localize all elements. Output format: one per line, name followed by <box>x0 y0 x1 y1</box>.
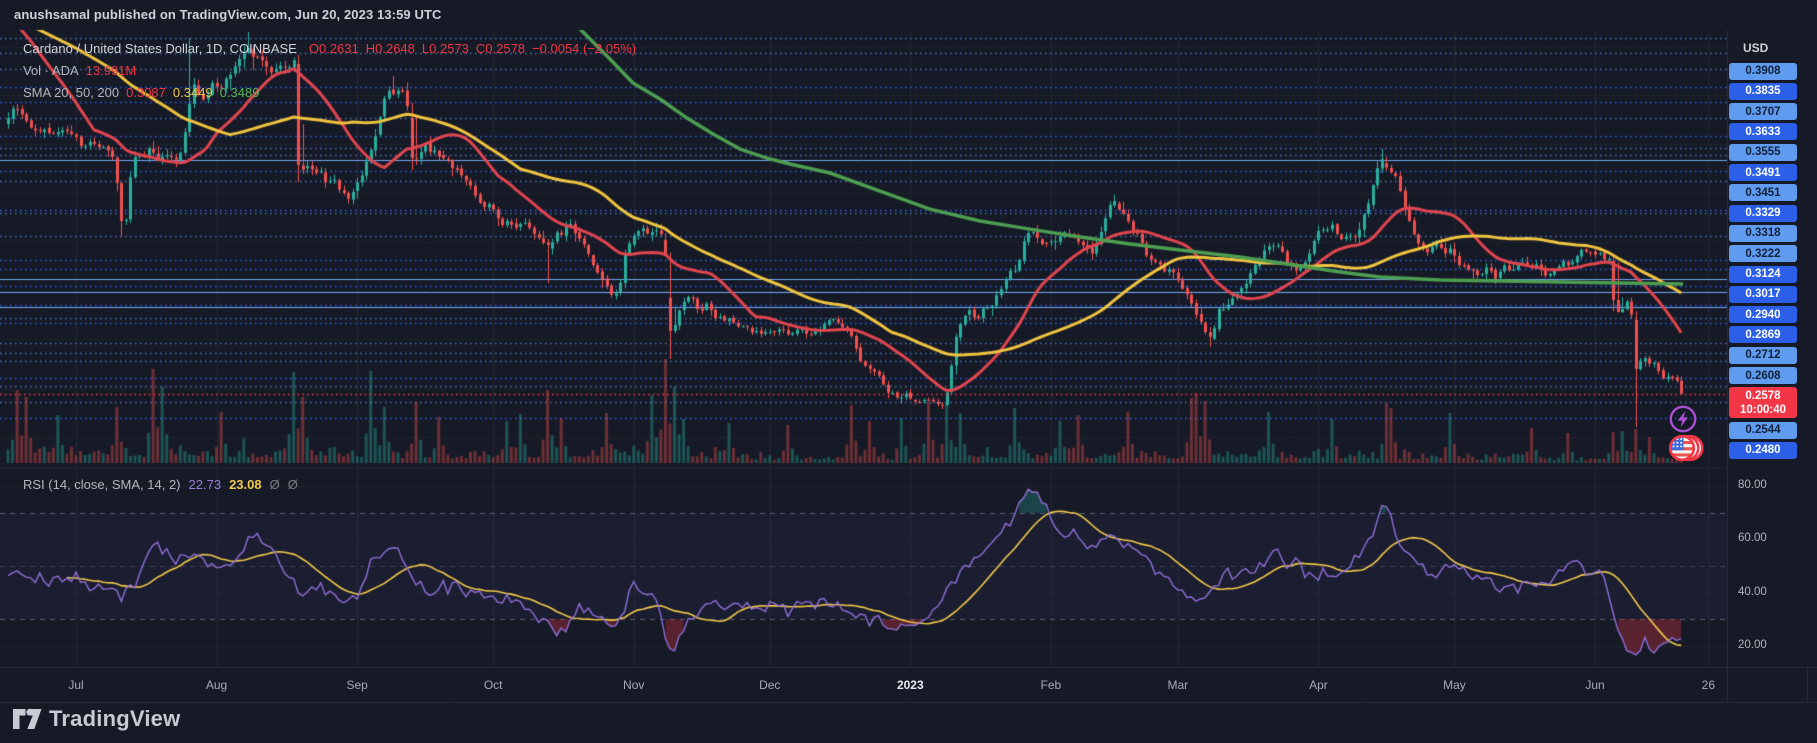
time-tick-Sep[interactable]: Sep <box>346 678 368 692</box>
price-label-0.3017[interactable]: 0.3017 <box>1729 285 1797 303</box>
rsi-tick-80: 80.00 <box>1738 478 1767 491</box>
time-tick-26[interactable]: 26 <box>1701 678 1716 692</box>
price-axis[interactable]: USD 0.3908 0.3835 0.3707 0.3633 0.3555 0.3491… <box>1727 0 1817 743</box>
legend-row-volume: Vol · ADA 13.991M <box>23 63 143 78</box>
rsi-tick-40: 40.00 <box>1738 585 1767 598</box>
flag-front <box>1668 434 1696 462</box>
volume-label[interactable]: Vol · ADA <box>23 63 79 78</box>
time-tick-Jun[interactable]: Jun <box>1585 678 1605 692</box>
rsi-null-1: Ø <box>269 477 280 492</box>
last-price: 0.2578 <box>1745 389 1781 402</box>
price-label-0.3908[interactable]: 0.3908 <box>1729 62 1797 80</box>
footer-brand[interactable]: TradingView <box>12 706 180 732</box>
rsi-legend: RSI (14, close, SMA, 14, 2) 22.73 23.08 Ø Ø <box>23 477 306 492</box>
price-axis-currency: USD <box>1743 41 1769 55</box>
rsi-ma-value: 23.08 <box>229 477 262 492</box>
price-label-0.3707[interactable]: 0.3707 <box>1729 103 1797 121</box>
price-label-0.2712[interactable]: 0.2712 <box>1729 346 1797 364</box>
sma200-value: 0.3489 <box>219 85 260 100</box>
time-tick-Oct[interactable]: Oct <box>483 678 503 692</box>
bar-countdown: 10:00:40 <box>1739 403 1787 416</box>
time-tick-Mar[interactable]: Mar <box>1167 678 1189 692</box>
time-tick-May[interactable]: May <box>1443 678 1466 692</box>
price-label-0.2578: 0.2578 10:00:40 <box>1729 387 1797 419</box>
brand-wordmark: TradingView <box>49 706 181 731</box>
price-label-0.3835[interactable]: 0.3835 <box>1729 82 1797 100</box>
rsi-tick-20: 20.00 <box>1738 638 1767 651</box>
price-label-0.2940[interactable]: 0.2940 <box>1729 306 1797 324</box>
price-label-0.3451[interactable]: 0.3451 <box>1729 184 1797 202</box>
lightning-icon[interactable] <box>1666 402 1700 436</box>
time-tick-Dec[interactable]: Dec <box>759 678 781 692</box>
price-label-0.2544[interactable]: 0.2544 <box>1729 421 1797 439</box>
sma20-value: 0.3087 <box>126 85 166 100</box>
price-label-0.2869[interactable]: 0.2869 <box>1729 326 1797 344</box>
time-tick-Feb[interactable]: Feb <box>1040 678 1062 692</box>
tradingview-logo-icon <box>13 708 42 729</box>
ohlc-C: C0.2578 <box>475 41 526 56</box>
ohlc-L: L0.2573 <box>421 41 469 56</box>
price-label-0.3222[interactable]: 0.3222 <box>1729 245 1797 263</box>
sma-label[interactable]: SMA 20, 50, 200 <box>23 85 120 100</box>
price-label-0.3491[interactable]: 0.3491 <box>1729 164 1797 181</box>
volume-value: 13.991M <box>85 63 137 78</box>
rsi-label[interactable]: RSI (14, close, SMA, 14, 2) <box>23 477 181 492</box>
price-label-0.3633[interactable]: 0.3633 <box>1729 123 1797 141</box>
sma50-value: 0.3449 <box>172 85 213 100</box>
published-line: anushsamal published on TradingView.com,… <box>14 7 442 22</box>
legend-row-symbol: Cardano / United States Dollar, 1D, COIN… <box>23 41 650 56</box>
time-tick-Jul[interactable]: Jul <box>68 678 84 692</box>
us-flag-events-icon[interactable] <box>1666 431 1706 465</box>
time-tick-Apr[interactable]: Apr <box>1309 678 1328 692</box>
price-label-0.3124[interactable]: 0.3124 <box>1729 265 1797 283</box>
time-tick-Nov[interactable]: Nov <box>623 678 645 692</box>
ohlc-change: −0.0054 (−2.05%) <box>532 41 637 56</box>
ohlc-H: H0.2648 <box>365 41 415 56</box>
time-tick-Aug[interactable]: Aug <box>205 678 228 692</box>
price-label-0.2608[interactable]: 0.2608 <box>1729 367 1797 384</box>
ohlc-O: O0.2631 <box>308 41 359 56</box>
price-label-0.3318[interactable]: 0.3318 <box>1729 224 1797 242</box>
price-label-0.3555[interactable]: 0.3555 <box>1729 143 1797 161</box>
rsi-value: 22.73 <box>188 477 222 492</box>
ohlc-values: O0.2631 H0.2648 L0.2573 C0.2578 −0.0054 (−2.… <box>309 41 643 56</box>
rsi-tick-60: 60.00 <box>1738 532 1767 545</box>
time-tick-2023[interactable]: 2023 <box>896 678 924 692</box>
symbol-title[interactable]: Cardano / United States Dollar, 1D, COIN… <box>23 41 297 56</box>
rsi-null-2: Ø <box>287 477 298 492</box>
legend-row-sma: SMA 20, 50, 200 0.3087 0.3449 0.3489 <box>23 85 266 100</box>
price-label-0.2480[interactable]: 0.2480 <box>1729 441 1797 459</box>
price-label-0.3329[interactable]: 0.3329 <box>1729 204 1797 222</box>
